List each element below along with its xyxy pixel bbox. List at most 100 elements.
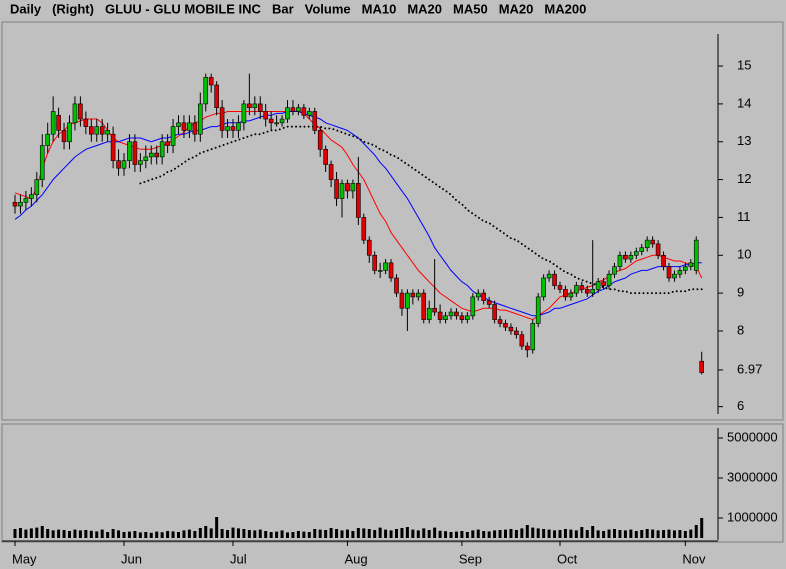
x-tick-label: Jun — [121, 551, 142, 566]
candle-body — [693, 239, 699, 271]
candle-body — [683, 266, 688, 271]
candle-body — [236, 122, 241, 131]
volume-bar — [280, 530, 284, 538]
volume-bar — [454, 531, 458, 538]
candle-body — [366, 239, 372, 256]
header-item: MA20 — [499, 1, 534, 16]
candle-body — [426, 307, 432, 320]
candle-body — [110, 133, 116, 161]
candle-body — [39, 145, 45, 180]
candle-body — [350, 183, 356, 192]
candle-body — [132, 141, 138, 165]
volume-bar — [613, 529, 616, 538]
volume-bar — [73, 529, 77, 538]
volume-bar — [405, 527, 409, 538]
volume-bar — [640, 530, 644, 538]
volume-bar — [236, 528, 240, 538]
volume-bar — [700, 518, 704, 538]
candle-body — [595, 281, 601, 290]
candle-body — [503, 323, 508, 328]
volume-bar — [563, 529, 567, 538]
volume-bar — [482, 531, 486, 538]
volume-bar — [498, 530, 502, 538]
volume-bar — [433, 527, 437, 538]
volume-panel — [1, 423, 784, 543]
candle-body — [143, 156, 149, 161]
candle-body — [514, 330, 519, 336]
candle-body — [557, 285, 563, 290]
volume-bar — [384, 529, 388, 538]
volume-bar — [166, 531, 170, 538]
candle-body — [285, 107, 290, 120]
volume-bar — [68, 531, 71, 538]
volume-bar — [509, 529, 513, 538]
volume-bar — [427, 530, 431, 538]
candle-body — [301, 107, 307, 116]
volume-bar — [220, 529, 224, 538]
candle-body — [252, 103, 258, 108]
y-tick-label: 6.97 — [737, 361, 762, 376]
candle-body — [448, 311, 454, 317]
candle-body — [203, 77, 209, 105]
candle-body — [219, 107, 225, 131]
volume-bar — [117, 530, 121, 538]
candle-body — [268, 118, 274, 124]
y-tick-label: 14 — [737, 95, 751, 110]
candle-body — [165, 141, 170, 146]
volume-bar — [100, 529, 104, 538]
candle-body — [263, 111, 269, 120]
candle-body — [45, 133, 51, 146]
y-tick-label: 11 — [737, 209, 751, 224]
volume-bar — [57, 529, 61, 538]
candle-body — [508, 326, 514, 332]
header-item: Volume — [305, 1, 351, 16]
candle-body — [552, 273, 557, 286]
volume-bar — [296, 531, 300, 538]
candle-body — [492, 304, 497, 320]
candle-body — [56, 114, 61, 131]
volume-bar — [362, 528, 366, 538]
candle-body — [34, 179, 40, 196]
volume-bar — [422, 528, 426, 538]
volume-bar — [269, 532, 273, 538]
candle-body — [138, 160, 143, 165]
candle-body — [590, 289, 596, 294]
volume-bar — [177, 532, 180, 538]
volume-bar — [302, 531, 306, 538]
volume-bar — [62, 530, 66, 538]
candle-body — [334, 179, 339, 199]
volume-bar — [395, 529, 398, 538]
volume-bar — [389, 530, 393, 538]
volume-bar — [351, 531, 355, 538]
candle-body — [356, 183, 361, 218]
volume-bar — [607, 529, 611, 538]
volume-bar — [411, 529, 415, 538]
volume-bar — [542, 529, 546, 538]
candle-body — [677, 270, 683, 275]
candle-body — [121, 160, 127, 169]
candle-body — [405, 292, 410, 309]
candle-body — [650, 239, 655, 245]
volume-bar — [553, 530, 557, 538]
volume-bar — [209, 528, 213, 538]
volume-bar — [46, 529, 50, 538]
header-item: GLUU - GLU MOBILE INC — [105, 1, 262, 16]
volume-bar — [258, 529, 262, 538]
volume-bar — [416, 530, 420, 538]
y-tick-label: 10 — [737, 247, 751, 262]
volume-bar — [444, 531, 448, 538]
candle-body — [339, 183, 345, 199]
volume-bar — [476, 529, 480, 538]
volume-bar — [215, 517, 219, 538]
volume-bar — [89, 530, 93, 538]
candle-body — [208, 77, 214, 86]
volume-bar — [95, 531, 99, 538]
candle-body — [94, 126, 100, 135]
candle-body — [606, 273, 612, 286]
candle-body — [105, 130, 110, 135]
candle-body — [655, 243, 661, 256]
volume-bar — [683, 531, 687, 538]
volume-bar — [356, 528, 360, 538]
volume-bar — [367, 529, 371, 538]
volume-bar — [29, 528, 33, 538]
